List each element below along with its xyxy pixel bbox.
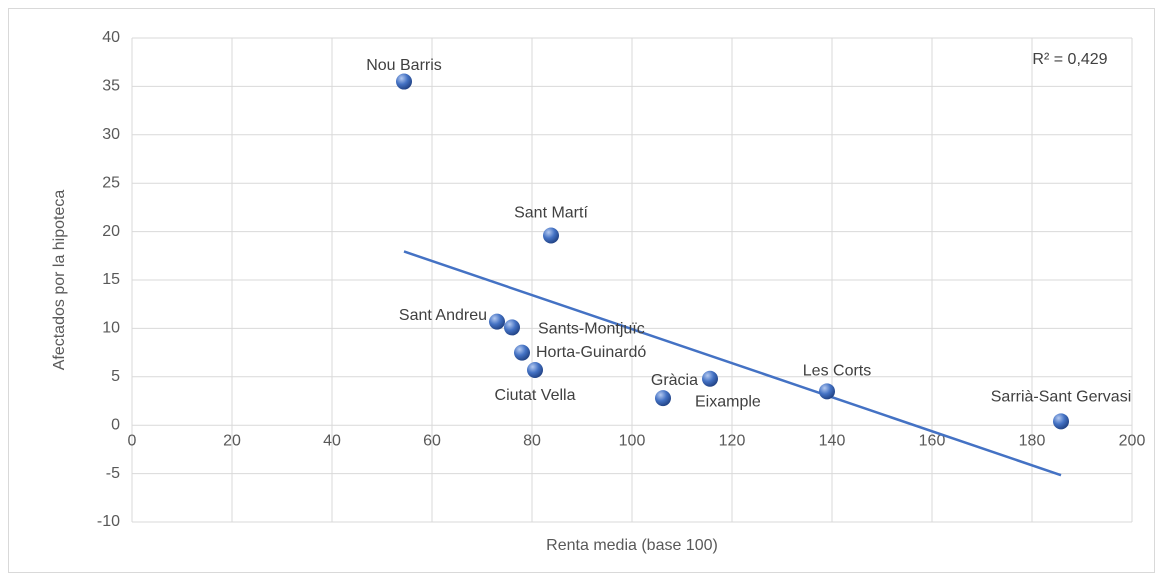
point-label: Sant Martí — [514, 205, 588, 222]
y-tick-label: -5 — [106, 465, 120, 482]
point-label: Horta-Guinardó — [536, 344, 646, 361]
x-tick-label: 20 — [223, 432, 241, 449]
x-tick-label: 120 — [719, 432, 746, 449]
point — [543, 227, 559, 244]
y-axis-label: Afectados por la hipoteca — [51, 190, 68, 371]
point — [1053, 413, 1069, 430]
point — [489, 313, 505, 330]
y-tick-label: 40 — [102, 29, 120, 46]
x-tick-label: 140 — [819, 432, 846, 449]
point-label: Ciutat Vella — [495, 387, 576, 404]
y-tick-label: 0 — [111, 416, 120, 433]
point — [527, 362, 543, 379]
point — [396, 73, 412, 90]
point-label: Nou Barris — [366, 57, 442, 74]
x-tick-label: 60 — [423, 432, 441, 449]
y-tick-label: 20 — [102, 223, 120, 240]
point — [702, 370, 718, 387]
y-tick-label: 10 — [102, 320, 120, 337]
point-label: Sants-Montjuïc — [538, 321, 645, 338]
point — [655, 390, 671, 407]
point-label: Gràcia — [651, 372, 698, 389]
point-label: Eixample — [695, 393, 761, 410]
x-tick-label: 180 — [1019, 432, 1046, 449]
chart-border — [8, 8, 1155, 573]
point-label: Les Corts — [803, 363, 871, 380]
point-label: Sarrià-Sant Gervasi — [991, 389, 1132, 406]
x-tick-label: 160 — [919, 432, 946, 449]
x-tick-label: 0 — [128, 432, 137, 449]
y-tick-label: -10 — [97, 513, 120, 530]
x-tick-label: 100 — [619, 432, 646, 449]
y-tick-label: 30 — [102, 126, 120, 143]
x-tick-label: 80 — [523, 432, 541, 449]
x-axis-label: Renta media (base 100) — [546, 537, 718, 554]
x-tick-label: 40 — [323, 432, 341, 449]
point — [819, 383, 835, 400]
y-tick-label: 25 — [102, 174, 120, 191]
trendline — [403, 250, 1062, 477]
y-tick-label: 15 — [102, 271, 120, 288]
point — [514, 344, 530, 361]
point-label: Sant Andreu — [399, 307, 487, 324]
y-tick-label: 35 — [102, 78, 120, 95]
x-tick-label: 200 — [1119, 432, 1146, 449]
point — [504, 319, 520, 336]
r-squared: R² = 0,429 — [1032, 51, 1107, 68]
y-tick-label: 5 — [111, 368, 120, 385]
